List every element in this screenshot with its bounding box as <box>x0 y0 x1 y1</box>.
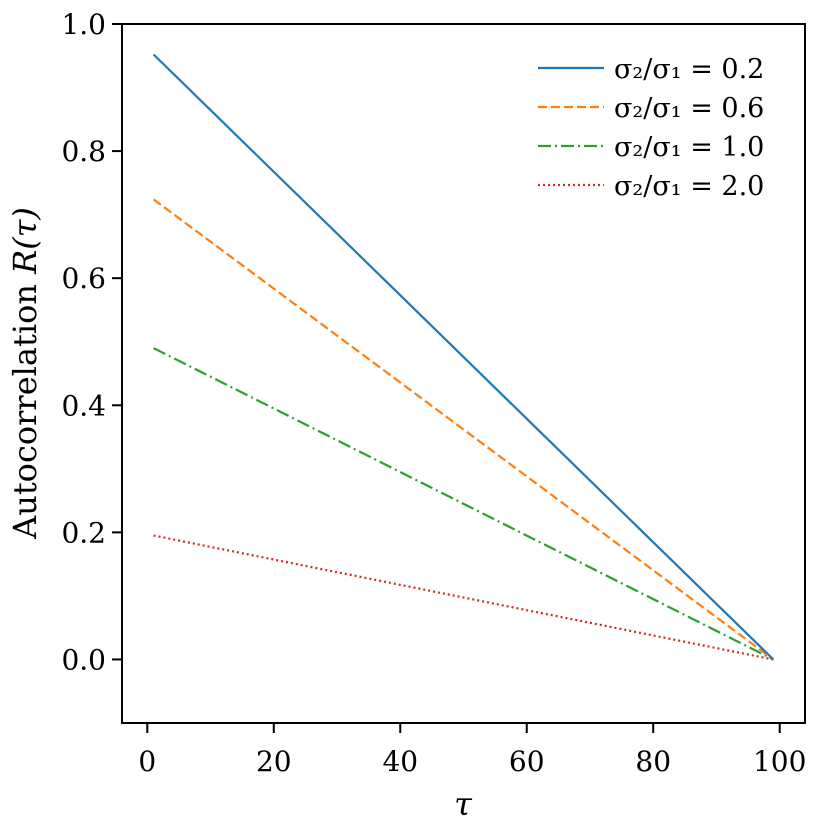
x-tick-label: 80 <box>635 745 671 778</box>
y-tick-label: 0.6 <box>61 262 106 295</box>
y-axis-label-prefix: Autocorrelation <box>6 274 44 540</box>
legend-label: σ₂/σ₁ = 1.0 <box>614 132 764 163</box>
x-axis-label: τ <box>454 785 473 823</box>
y-axis-label-symbol: R(τ) <box>6 207 44 275</box>
legend-label: σ₂/σ₁ = 2.0 <box>614 171 764 202</box>
x-tick-label: 60 <box>509 745 545 778</box>
y-tick-label: 1.0 <box>61 8 106 41</box>
x-tick-label: 20 <box>256 745 292 778</box>
y-tick-label: 0.2 <box>61 516 106 549</box>
series-line-3 <box>152 53 775 661</box>
series-line-2 <box>152 198 775 661</box>
y-tick-label: 0.0 <box>61 643 106 676</box>
legend-label: σ₂/σ₁ = 0.6 <box>614 93 764 124</box>
legend-label: σ₂/σ₁ = 0.2 <box>614 54 764 85</box>
x-tick-label: 40 <box>382 745 418 778</box>
legend: σ₂/σ₁ = 0.2 σ₂/σ₁ = 0.6 σ₂/σ₁ = 1.0 σ₂/σ₁ =… <box>538 54 764 202</box>
x-tick-label: 100 <box>753 745 806 778</box>
ticks-layer: 0 20 40 60 80 100 0.0 0.2 0.4 0.6 0.8 1.0 <box>61 8 806 778</box>
series-line-0 <box>153 534 774 661</box>
y-axis-label: Autocorrelation R(τ) <box>6 207 44 540</box>
x-tick-label: 0 <box>138 745 156 778</box>
series-layer <box>152 53 775 661</box>
y-tick-label: 0.4 <box>61 389 106 422</box>
series-line-1 <box>153 347 774 661</box>
y-tick-label: 0.8 <box>61 135 106 168</box>
plot-frame <box>121 23 806 724</box>
